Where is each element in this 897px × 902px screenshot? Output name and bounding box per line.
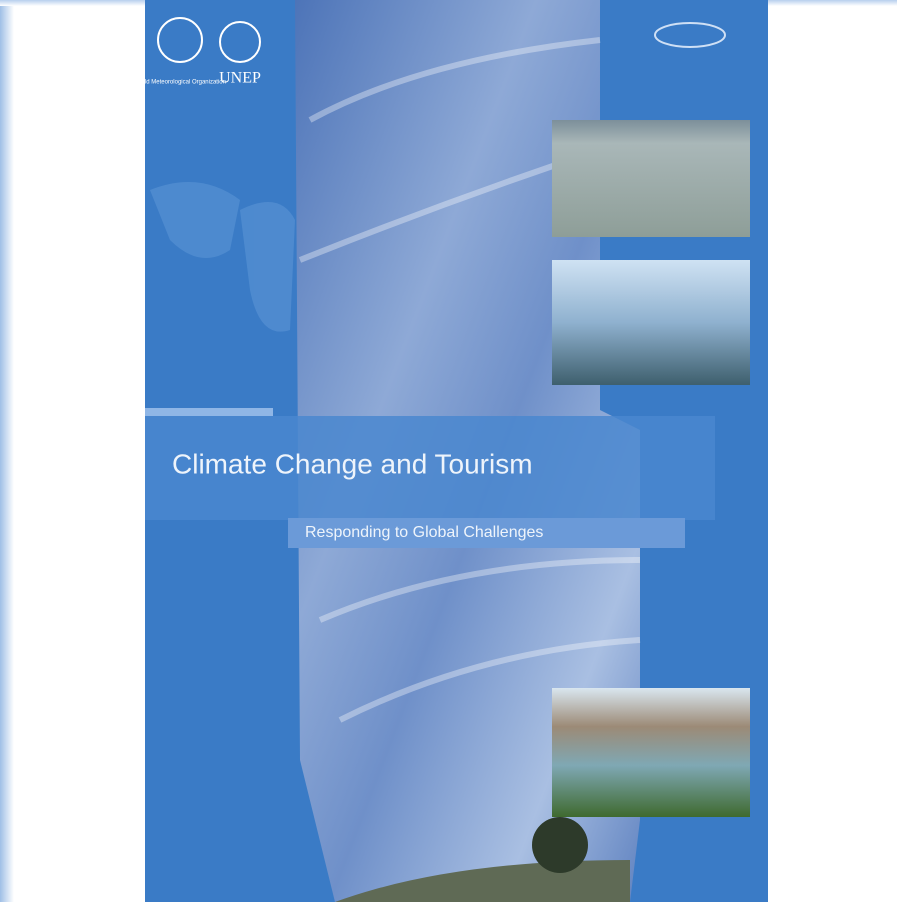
antarctic-photo — [552, 260, 750, 385]
beach-photo — [552, 688, 750, 817]
page: World Meteorological Organization UNEP C… — [0, 0, 897, 902]
book-cover-screenshot: World Meteorological Organization UNEP C… — [0, 0, 897, 902]
unep-name: UNEP — [219, 70, 261, 87]
title: Climate Change and Tourism — [172, 448, 533, 479]
wmo-name: World Meteorological Organization — [134, 80, 226, 86]
accent-bar — [145, 408, 273, 416]
tree — [532, 817, 588, 873]
salt-flat-photo — [552, 120, 750, 237]
subtitle: Responding to Global Challenges — [305, 524, 543, 541]
window-edge — [0, 0, 14, 902]
